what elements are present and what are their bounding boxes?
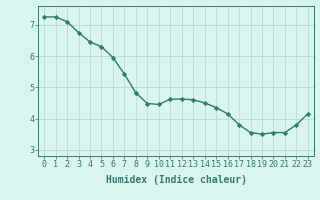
X-axis label: Humidex (Indice chaleur): Humidex (Indice chaleur) (106, 175, 246, 185)
